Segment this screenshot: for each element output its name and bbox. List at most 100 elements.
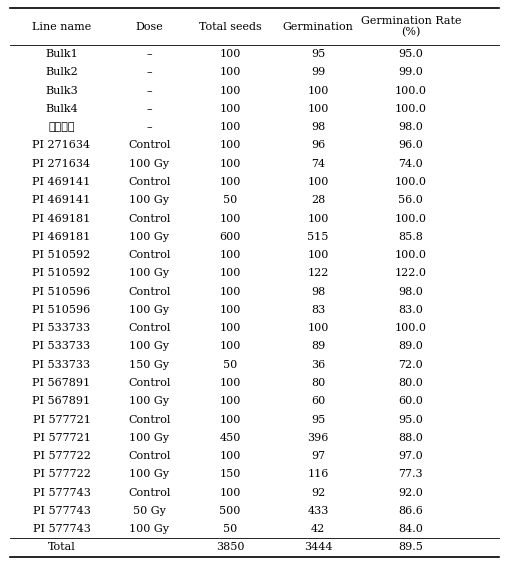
Text: Bulk2: Bulk2: [45, 67, 78, 77]
Text: 50: 50: [223, 524, 237, 534]
Text: PI 510592: PI 510592: [33, 268, 91, 279]
Text: 150: 150: [219, 470, 241, 479]
Text: Control: Control: [128, 451, 171, 461]
Text: 100.0: 100.0: [395, 214, 427, 224]
Text: PI 469141: PI 469141: [33, 195, 91, 205]
Text: Germination Rate
(%): Germination Rate (%): [360, 16, 461, 38]
Text: 122: 122: [307, 268, 329, 279]
Text: 60: 60: [311, 396, 325, 406]
Text: 96: 96: [311, 141, 325, 150]
Text: 97.0: 97.0: [399, 451, 423, 461]
Text: Bulk1: Bulk1: [45, 49, 78, 59]
Text: Control: Control: [128, 214, 171, 224]
Text: PI 567891: PI 567891: [33, 396, 91, 406]
Text: 92.0: 92.0: [399, 488, 423, 498]
Text: PI 469181: PI 469181: [33, 214, 91, 224]
Text: 100: 100: [307, 323, 329, 333]
Text: 100: 100: [219, 323, 241, 333]
Text: 100 Gy: 100 Gy: [129, 396, 169, 406]
Text: Control: Control: [128, 177, 171, 187]
Text: 89.0: 89.0: [399, 341, 423, 351]
Text: 80.0: 80.0: [399, 378, 423, 388]
Text: 515: 515: [307, 232, 329, 242]
Text: Germination: Germination: [282, 21, 353, 32]
Text: PI 510596: PI 510596: [33, 305, 91, 315]
Text: PI 577743: PI 577743: [33, 506, 91, 516]
Text: 3850: 3850: [216, 542, 244, 553]
Text: 83.0: 83.0: [399, 305, 423, 315]
Text: 86.6: 86.6: [399, 506, 423, 516]
Text: 99: 99: [311, 67, 325, 77]
Text: PI 577743: PI 577743: [33, 488, 91, 498]
Text: PI 577743: PI 577743: [33, 524, 91, 534]
Text: 89: 89: [311, 341, 325, 351]
Text: 100 Gy: 100 Gy: [129, 305, 169, 315]
Text: 95: 95: [311, 49, 325, 59]
Text: 80: 80: [311, 378, 325, 388]
Text: 95.0: 95.0: [399, 49, 423, 59]
Text: 150 Gy: 150 Gy: [129, 360, 169, 370]
Text: PI 469141: PI 469141: [33, 177, 91, 187]
Text: 72.0: 72.0: [399, 360, 423, 370]
Text: 100: 100: [307, 177, 329, 187]
Text: 116: 116: [307, 470, 329, 479]
Text: PI 577721: PI 577721: [33, 415, 91, 424]
Text: 100: 100: [219, 250, 241, 260]
Text: 100 Gy: 100 Gy: [129, 470, 169, 479]
Text: Control: Control: [128, 378, 171, 388]
Text: 50: 50: [223, 195, 237, 205]
Text: PI 510596: PI 510596: [33, 286, 91, 297]
Text: PI 577721: PI 577721: [33, 433, 91, 443]
Text: 89.5: 89.5: [399, 542, 423, 553]
Text: PI 533733: PI 533733: [33, 323, 91, 333]
Text: 74.0: 74.0: [399, 159, 423, 169]
Text: Control: Control: [128, 286, 171, 297]
Text: 100: 100: [219, 451, 241, 461]
Text: Total seeds: Total seeds: [199, 21, 262, 32]
Text: PI 271634: PI 271634: [33, 141, 91, 150]
Text: –: –: [147, 122, 152, 132]
Text: 88.0: 88.0: [399, 433, 423, 443]
Text: –: –: [147, 49, 152, 59]
Text: 100: 100: [219, 122, 241, 132]
Text: 92: 92: [311, 488, 325, 498]
Text: Total: Total: [48, 542, 75, 553]
Text: 전강잡두: 전강잡두: [48, 122, 75, 132]
Text: 122.0: 122.0: [395, 268, 427, 279]
Text: 100.0: 100.0: [395, 323, 427, 333]
Text: 100: 100: [219, 286, 241, 297]
Text: 100.0: 100.0: [395, 104, 427, 114]
Text: 3444: 3444: [304, 542, 332, 553]
Text: Line name: Line name: [32, 21, 91, 32]
Text: 97: 97: [311, 451, 325, 461]
Text: 85.8: 85.8: [399, 232, 423, 242]
Text: PI 533733: PI 533733: [33, 360, 91, 370]
Text: 60.0: 60.0: [399, 396, 423, 406]
Text: 28: 28: [311, 195, 325, 205]
Text: 100.0: 100.0: [395, 177, 427, 187]
Text: Control: Control: [128, 141, 171, 150]
Text: 100 Gy: 100 Gy: [129, 524, 169, 534]
Text: 100: 100: [219, 49, 241, 59]
Text: 100: 100: [219, 86, 241, 95]
Text: –: –: [147, 104, 152, 114]
Text: 100: 100: [307, 250, 329, 260]
Text: Bulk4: Bulk4: [45, 104, 78, 114]
Text: 100: 100: [219, 341, 241, 351]
Text: 99.0: 99.0: [399, 67, 423, 77]
Text: PI 469181: PI 469181: [33, 232, 91, 242]
Text: 450: 450: [219, 433, 241, 443]
Text: 100 Gy: 100 Gy: [129, 232, 169, 242]
Text: Bulk3: Bulk3: [45, 86, 78, 95]
Text: PI 533733: PI 533733: [33, 341, 91, 351]
Text: 100: 100: [219, 378, 241, 388]
Text: 396: 396: [307, 433, 329, 443]
Text: 77.3: 77.3: [399, 470, 423, 479]
Text: 84.0: 84.0: [399, 524, 423, 534]
Text: 83: 83: [311, 305, 325, 315]
Text: 500: 500: [219, 506, 241, 516]
Text: 36: 36: [311, 360, 325, 370]
Text: 56.0: 56.0: [399, 195, 423, 205]
Text: 100: 100: [307, 214, 329, 224]
Text: 100.0: 100.0: [395, 86, 427, 95]
